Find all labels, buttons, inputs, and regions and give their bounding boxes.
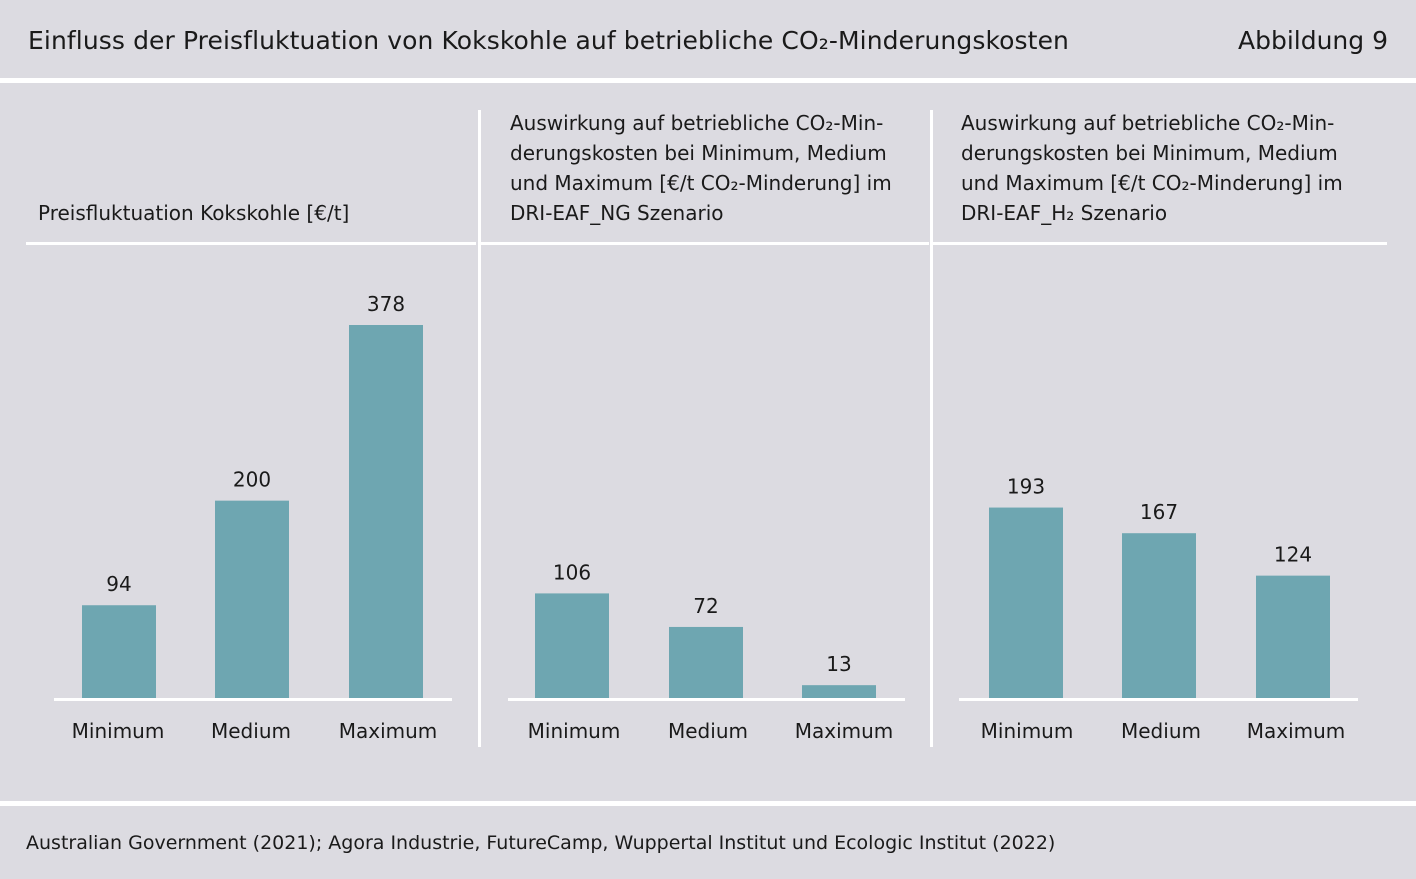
source-note: Australian Government (2021); Agora Indu… [26, 832, 1056, 854]
panel-1-category-label-maximum: Maximum [339, 719, 438, 743]
panel-1-category-label-minimum: Minimum [72, 719, 165, 743]
panel-3-title-line-4: DRI-EAF_H₂ Szenario [961, 201, 1168, 225]
panel-3-category-label-maximum: Maximum [1247, 719, 1346, 743]
panel-2-header-rule [481, 242, 929, 245]
panel-2-title-line-3: und Maximum [€/t CO₂-Minderung] im [510, 171, 892, 195]
chart-title: Einfluss der Preisfluktuation von Koksko… [28, 26, 1069, 55]
panel-3-bar-medium [1122, 533, 1196, 698]
figure-number: Abbildung 9 [1237, 26, 1388, 55]
panel-3-bar-maximum [1256, 575, 1330, 698]
panel-1-bar-medium [215, 500, 289, 698]
panel-divider-2 [930, 110, 933, 747]
panel-1-category-label-medium: Medium [211, 719, 291, 743]
panel-3-value-label-minimum: 193 [1007, 475, 1045, 499]
panel-2-category-label-medium: Medium [668, 719, 748, 743]
panel-3-title-line-2: derungskosten bei Minimum, Medium [961, 141, 1338, 165]
panel-2-title-line-1: Auswirkung auf betriebliche CO₂-Min- [510, 111, 884, 135]
top-rule [0, 78, 1416, 83]
panel-2-bar-maximum [802, 685, 876, 698]
panel-2-title-line-2: derungskosten bei Minimum, Medium [510, 141, 887, 165]
panel-1-bar-minimum [82, 605, 156, 698]
panel-2-value-label-minimum: 106 [553, 560, 591, 584]
panel-2-title-line-4: DRI-EAF_NG Szenario [510, 201, 724, 225]
panel-divider-1 [478, 110, 481, 747]
panel-1-value-label-maximum: 378 [367, 292, 405, 316]
panel-3-title-line-1: Auswirkung auf betriebliche CO₂-Min- [961, 111, 1335, 135]
panel-3-category-label-minimum: Minimum [981, 719, 1074, 743]
bottom-rule [0, 801, 1416, 806]
panel-1-bar-maximum [349, 325, 423, 698]
panel-2-category-label-minimum: Minimum [528, 719, 621, 743]
panel-2-value-label-maximum: 13 [826, 652, 851, 676]
panel-3-title-line-3: und Maximum [€/t CO₂-Minderung] im [961, 171, 1343, 195]
panel-1-title: Preisfluktuation Kokskohle [€/t] [38, 201, 350, 225]
panel-3-category-label-medium: Medium [1121, 719, 1201, 743]
panel-2-value-label-medium: 72 [693, 594, 718, 618]
panel-3-title: Auswirkung auf betriebliche CO₂-Min- der… [961, 108, 1343, 228]
panel-2-title: Auswirkung auf betriebliche CO₂-Min- der… [510, 108, 892, 228]
panel-3-value-label-maximum: 124 [1274, 543, 1312, 567]
panel-2-bar-minimum [535, 593, 609, 698]
panel-1-value-label-minimum: 94 [106, 572, 131, 596]
panel-3-value-label-medium: 167 [1140, 500, 1178, 524]
panel-1-header-rule [26, 242, 476, 245]
panel-3-header-rule [933, 242, 1387, 245]
panel-3-bar-minimum [989, 507, 1063, 698]
panel-1-value-label-medium: 200 [233, 468, 271, 492]
panel-2-category-label-maximum: Maximum [795, 719, 894, 743]
panel-2-bar-medium [669, 626, 743, 698]
